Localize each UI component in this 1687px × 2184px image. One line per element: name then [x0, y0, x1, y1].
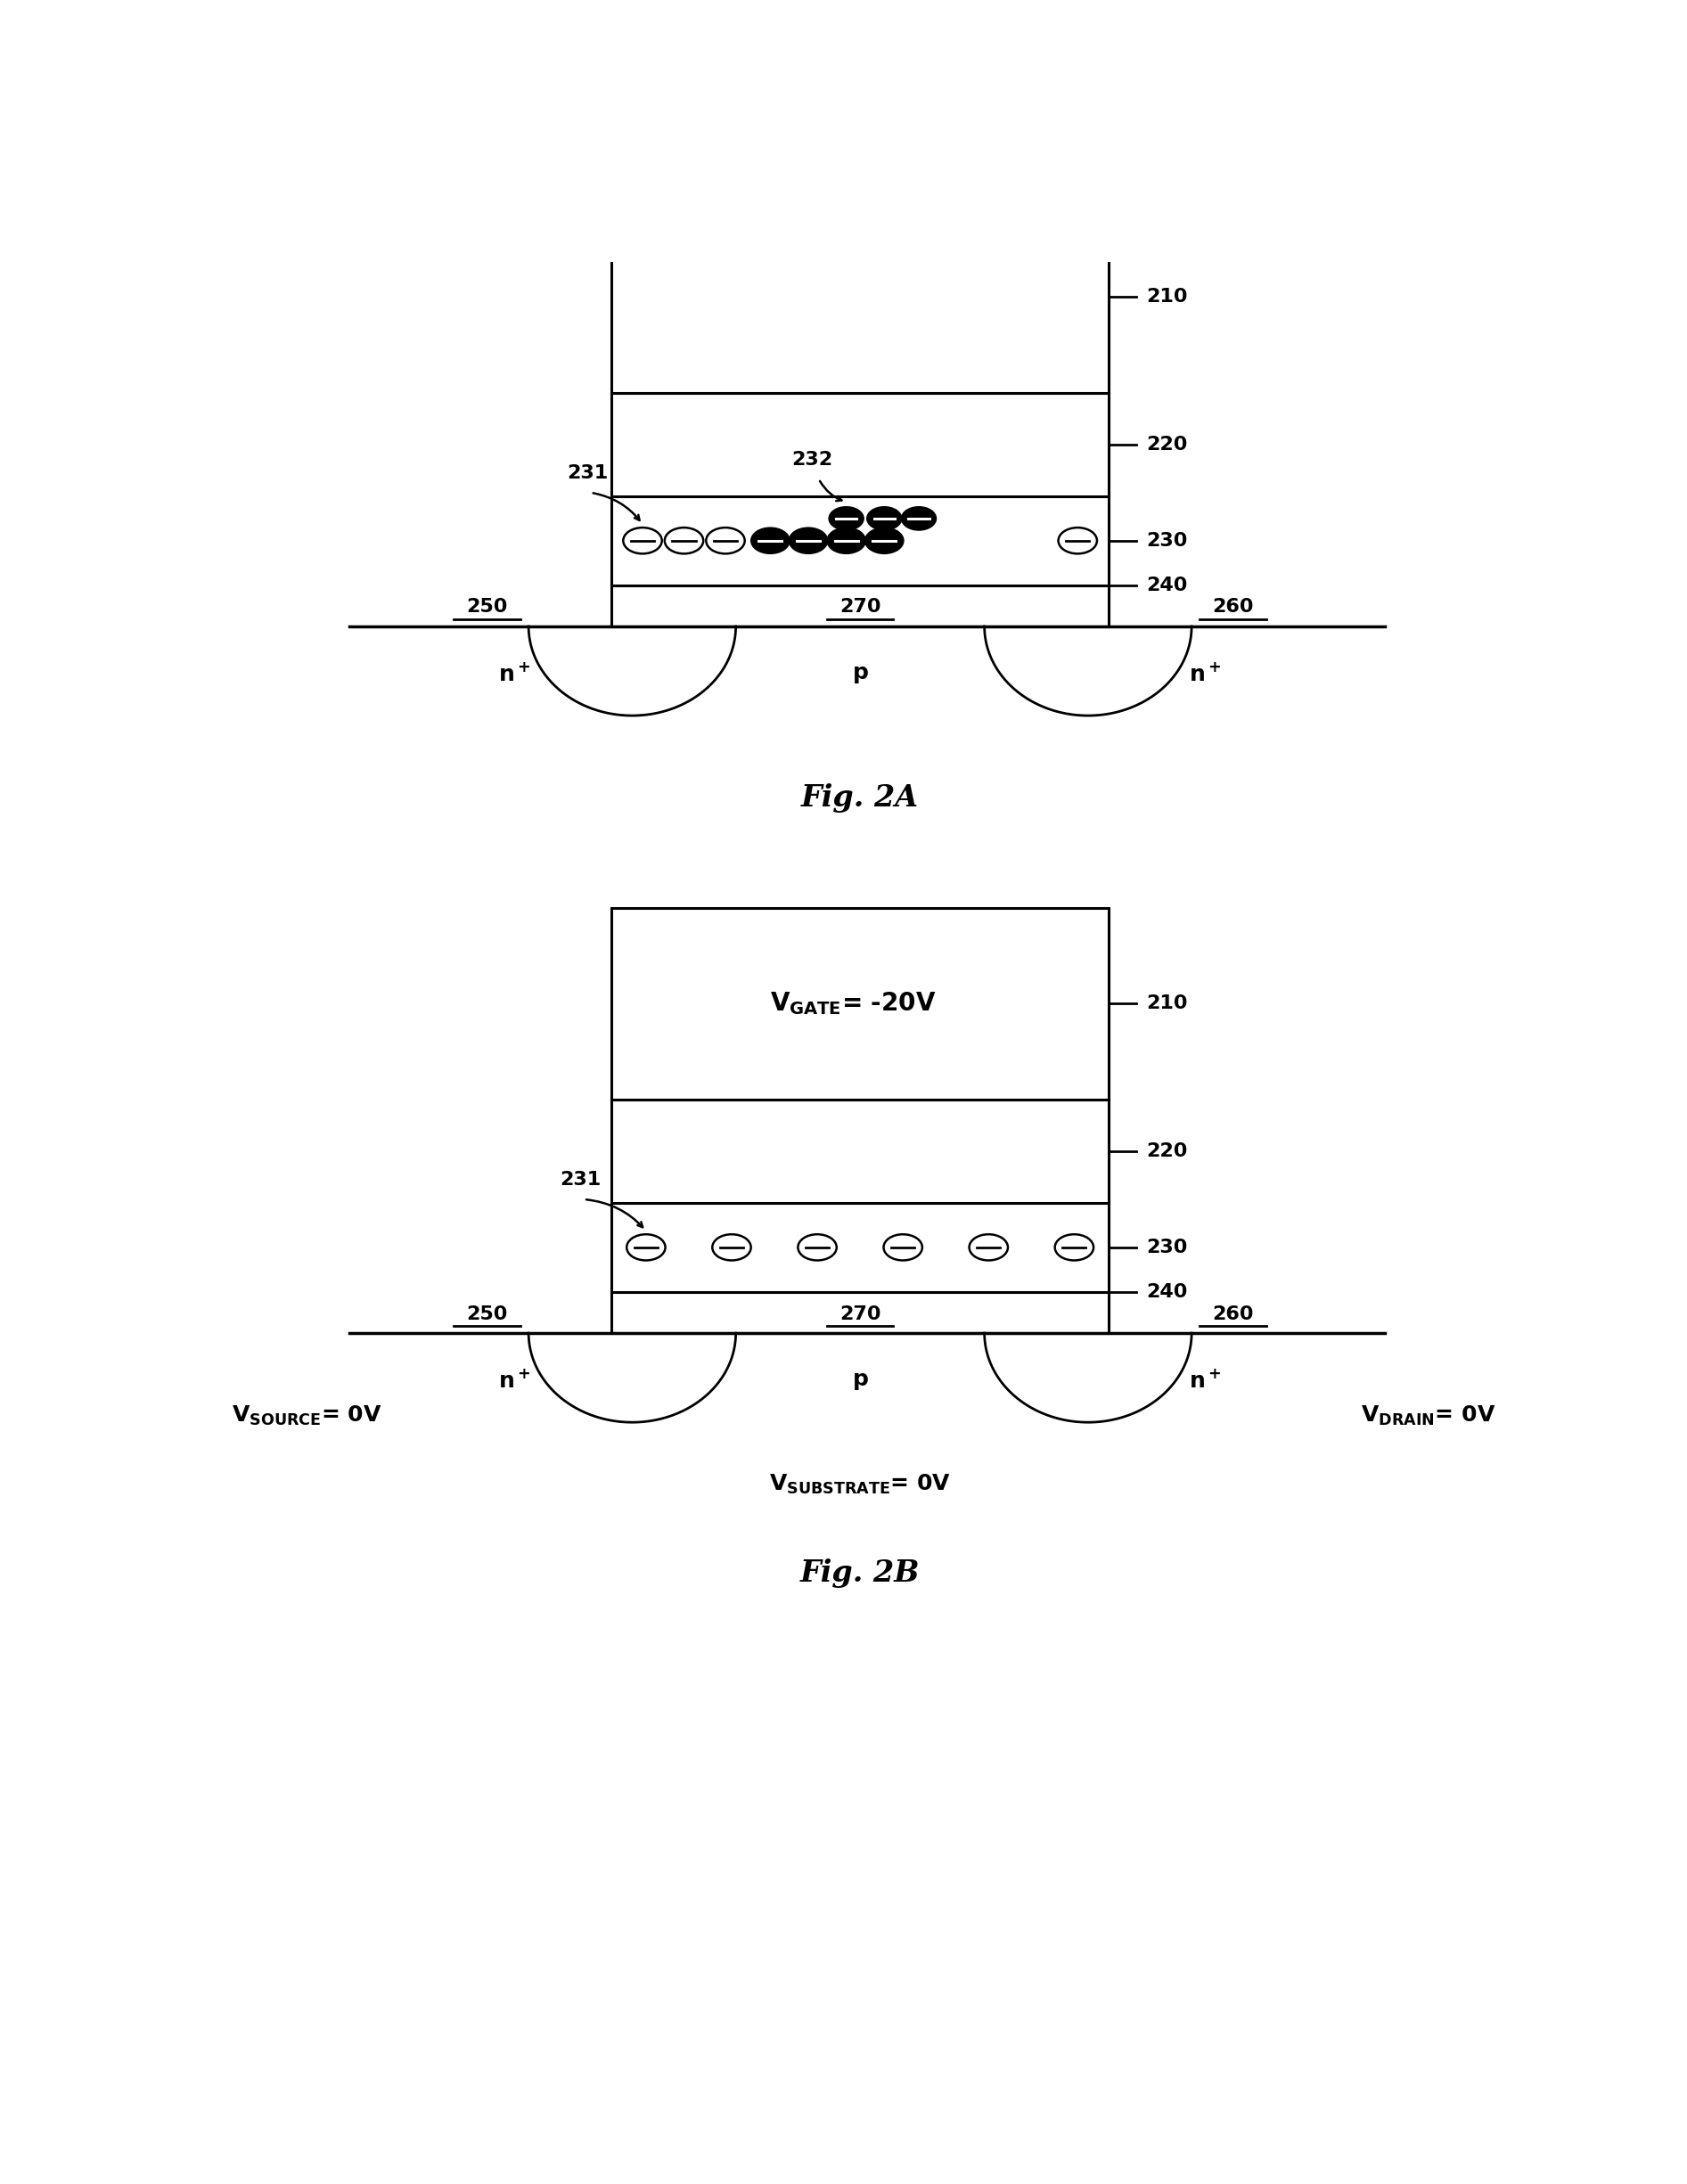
Bar [611, 393, 1108, 496]
Ellipse shape [884, 1234, 923, 1260]
Text: $\mathbf{n^+}$: $\mathbf{n^+}$ [1189, 1369, 1221, 1391]
Bar [611, 496, 1108, 585]
Text: 260: 260 [1213, 598, 1253, 616]
Text: $\mathbf{n^+}$: $\mathbf{n^+}$ [1189, 664, 1221, 686]
Text: 270: 270 [840, 1306, 881, 1324]
Bar [611, 1293, 1108, 1332]
Text: $\mathbf{V}_{\mathbf{DRAIN}}$= 0V: $\mathbf{V}_{\mathbf{DRAIN}}$= 0V [1361, 1404, 1495, 1426]
Text: 260: 260 [1213, 1306, 1253, 1324]
Ellipse shape [827, 529, 865, 555]
Bar [611, 585, 1108, 627]
Bar [611, 909, 1108, 1101]
Ellipse shape [712, 1234, 751, 1260]
Text: 231: 231 [567, 465, 607, 483]
Text: $\mathbf{V}_{\mathbf{GATE}}$= -20V: $\mathbf{V}_{\mathbf{GATE}}$= -20V [769, 992, 936, 1018]
Ellipse shape [665, 529, 703, 555]
Ellipse shape [828, 507, 864, 531]
Bar [611, 1101, 1108, 1203]
Ellipse shape [901, 507, 936, 531]
Text: $\mathbf{p}$: $\mathbf{p}$ [852, 1369, 869, 1391]
Text: 250: 250 [467, 1306, 508, 1324]
Text: Fig. 2B: Fig. 2B [800, 1559, 919, 1588]
Ellipse shape [1058, 529, 1097, 555]
Ellipse shape [626, 1234, 665, 1260]
Text: 210: 210 [1147, 996, 1188, 1013]
Text: 230: 230 [1147, 1238, 1188, 1256]
Text: $\mathbf{n^+}$: $\mathbf{n^+}$ [499, 664, 531, 686]
Ellipse shape [798, 1234, 837, 1260]
Ellipse shape [707, 529, 744, 555]
Bar [611, 201, 1108, 393]
Ellipse shape [865, 529, 904, 555]
Text: 240: 240 [1147, 1282, 1188, 1302]
Ellipse shape [867, 507, 901, 531]
Text: $\mathbf{n^+}$: $\mathbf{n^+}$ [499, 1369, 531, 1391]
Text: 210: 210 [1147, 288, 1188, 306]
Text: 232: 232 [791, 450, 832, 470]
Ellipse shape [970, 1234, 1007, 1260]
Text: $\mathbf{V}_{\mathbf{SUBSTRATE}}$= 0V: $\mathbf{V}_{\mathbf{SUBSTRATE}}$= 0V [769, 1472, 951, 1496]
Text: 240: 240 [1147, 577, 1188, 594]
Text: $\mathbf{V}_{\mathbf{SOURCE}}$= 0V: $\mathbf{V}_{\mathbf{SOURCE}}$= 0V [231, 1404, 381, 1426]
Ellipse shape [751, 529, 790, 555]
Text: 220: 220 [1147, 1142, 1188, 1160]
Text: Fig. 2A: Fig. 2A [801, 784, 919, 812]
Ellipse shape [1054, 1234, 1093, 1260]
Text: 230: 230 [1147, 531, 1188, 550]
Ellipse shape [623, 529, 661, 555]
Text: $\mathbf{p}$: $\mathbf{p}$ [852, 664, 869, 686]
Text: 220: 220 [1147, 435, 1188, 454]
Ellipse shape [790, 529, 828, 555]
Text: 250: 250 [467, 598, 508, 616]
Text: 231: 231 [560, 1171, 601, 1188]
Text: 270: 270 [840, 598, 881, 616]
Bar [611, 1203, 1108, 1293]
